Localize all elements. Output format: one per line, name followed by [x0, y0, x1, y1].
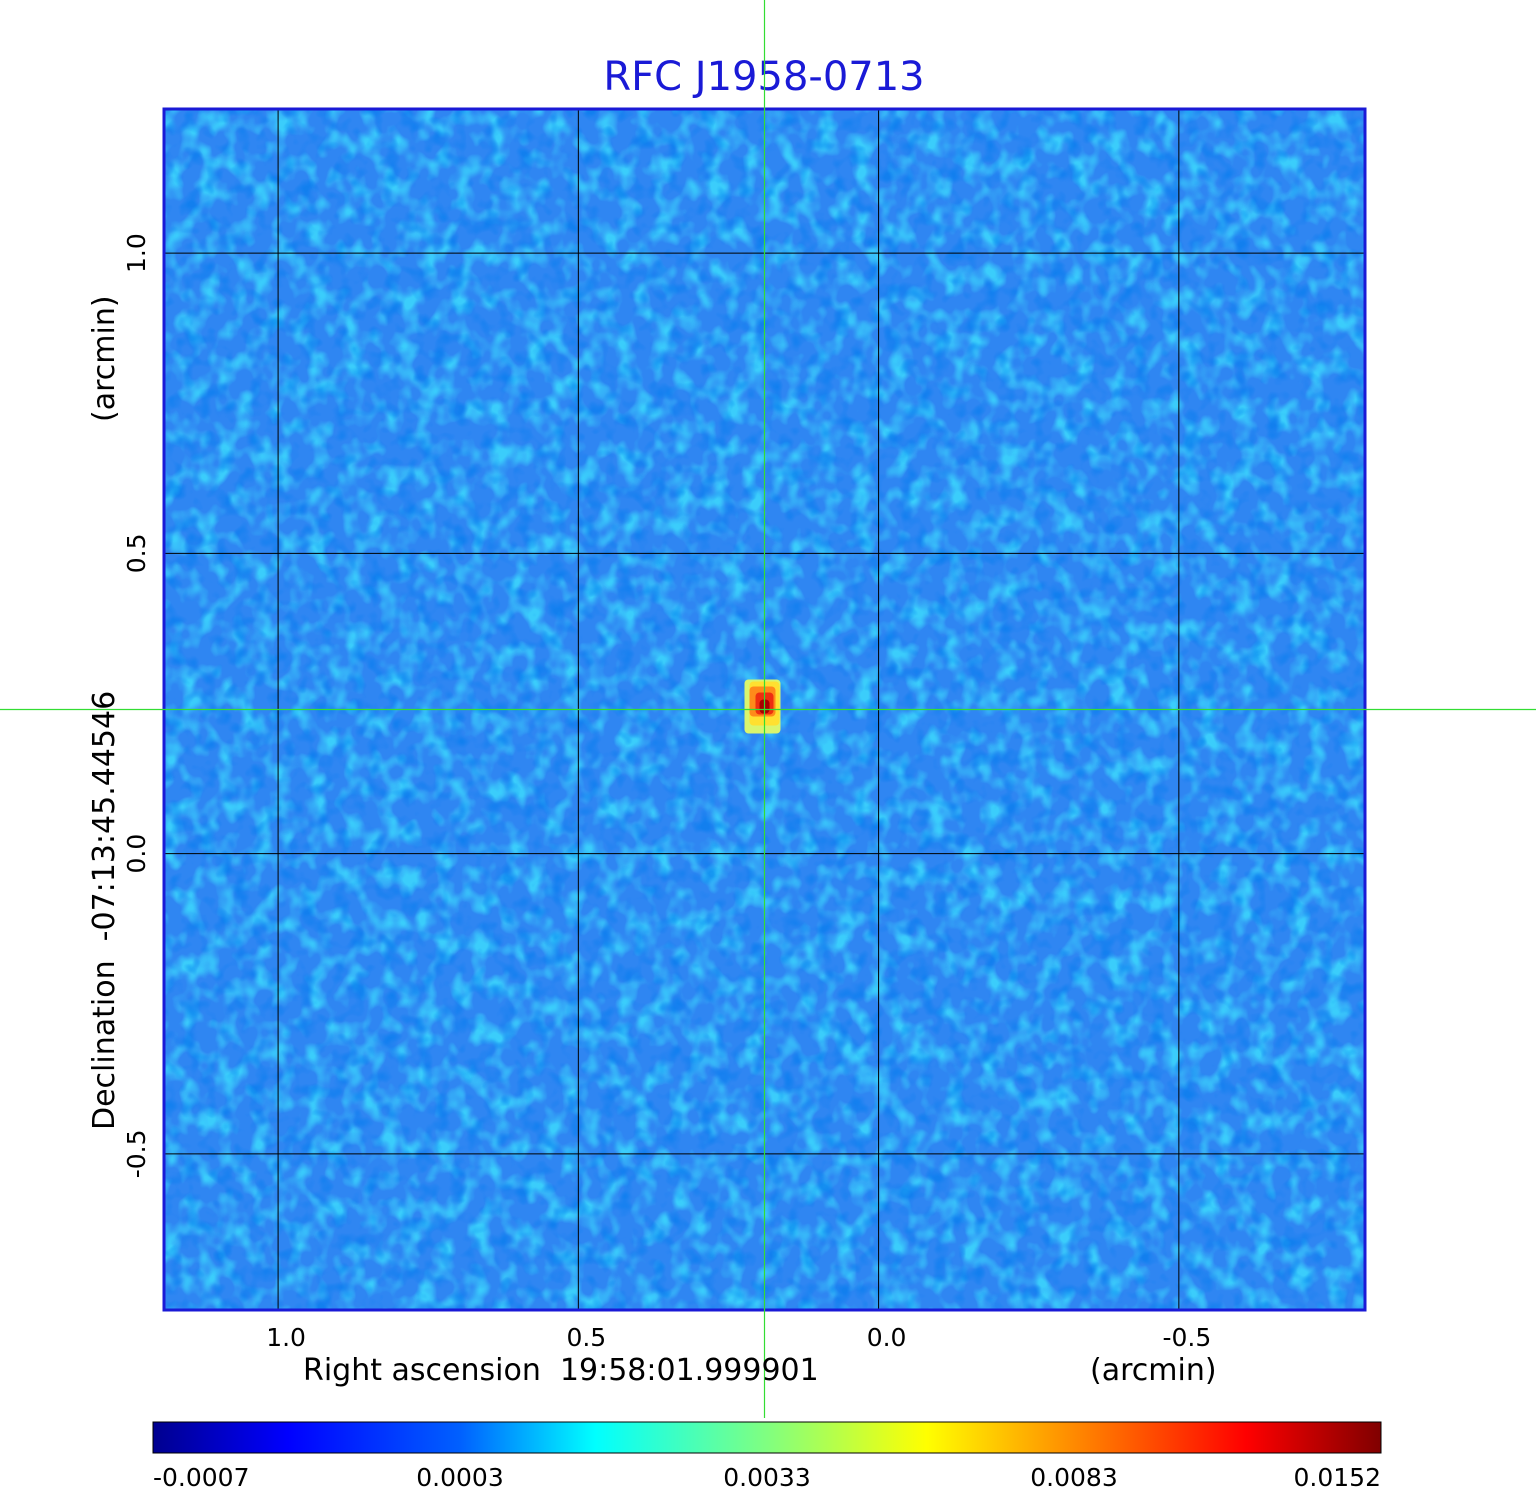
y-tick-labels: 1.0 0.5 0.0 -0.5	[122, 233, 151, 1178]
y-tick-label: 0.0	[122, 834, 151, 874]
x-axis-unit: (arcmin)	[1090, 1353, 1217, 1388]
y-tick-label: -0.5	[122, 1129, 151, 1178]
source-blob	[744, 679, 781, 734]
y-axis-label: Declination -07:13:45.44546	[87, 691, 122, 1130]
x-tick-label: 0.0	[867, 1323, 907, 1352]
colorbar-tick-label: -0.0007	[153, 1463, 250, 1492]
x-tick-label: 1.0	[266, 1323, 306, 1352]
colorbar-tick-labels: -0.0007 0.0003 0.0033 0.0083 0.0152	[153, 1463, 1381, 1492]
x-tick-labels: 1.0 0.5 0.0 -0.5	[266, 1323, 1211, 1352]
colorbar-gradient	[152, 1421, 1382, 1454]
y-tick-label: 0.5	[122, 533, 151, 573]
colorbar-tick-label: 0.0033	[723, 1463, 810, 1492]
colorbar-tick-label: 0.0083	[1030, 1463, 1117, 1492]
x-tick-label: -0.5	[1162, 1323, 1211, 1352]
y-axis-unit: (arcmin)	[87, 295, 122, 422]
crosshair	[0, 0, 1536, 1418]
colorbar: -0.0007 0.0003 0.0033 0.0083 0.0152	[152, 1421, 1382, 1492]
x-tick-label: 0.5	[566, 1323, 606, 1352]
y-tick-label: 1.0	[122, 233, 151, 273]
x-axis-label: Right ascension 19:58:01.999901	[303, 1353, 819, 1388]
colorbar-tick-label: 0.0003	[416, 1463, 503, 1492]
colorbar-tick-label: 0.0152	[1294, 1463, 1381, 1492]
